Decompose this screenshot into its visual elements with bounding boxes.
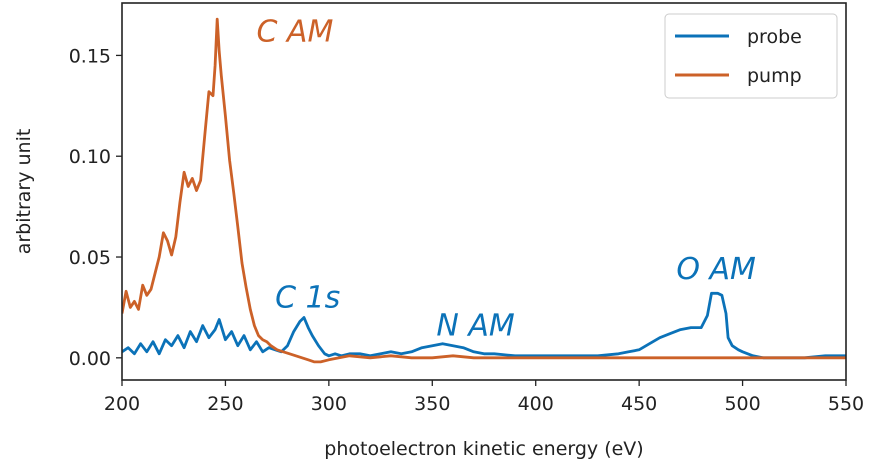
x-tick-label: 250 [207, 393, 243, 415]
annotation-label: O AM [676, 252, 756, 287]
x-tick-label: 200 [104, 393, 140, 415]
y-axis-ticks: 0.00 0.05 0.10 0.15 [69, 45, 122, 370]
y-tick-label: 0.15 [69, 45, 111, 67]
series-lines [122, 17, 846, 364]
legend: probe pump [664, 13, 838, 99]
annotation-label: N AM [436, 309, 515, 344]
x-tick-label: 500 [724, 393, 760, 415]
series-line-pump [122, 17, 846, 364]
x-tick-label: 550 [828, 393, 864, 415]
x-tick-label: 350 [414, 393, 450, 415]
x-axis-label: photoelectron kinetic energy (eV) [324, 438, 643, 460]
x-tick-label: 450 [621, 393, 657, 415]
y-tick-label: 0.00 [69, 348, 111, 370]
x-tick-label: 300 [311, 393, 347, 415]
y-tick-label: 0.05 [69, 247, 111, 269]
annotation-label: C 1s [275, 280, 340, 315]
annotation-label: C AM [256, 14, 333, 49]
y-tick-label: 0.10 [69, 146, 111, 168]
legend-label-pump: pump [747, 65, 802, 87]
x-axis-ticks: 200 250 300 350 400 450 500 550 [104, 380, 864, 415]
y-axis-label: arbitrary unit [13, 129, 35, 255]
plot-frame [121, 2, 847, 381]
x-tick-label: 400 [518, 393, 554, 415]
peak-annotations: C AM C 1s N AM O AM [256, 14, 756, 343]
series-line-probe [122, 291, 846, 360]
legend-label-probe: probe [747, 26, 802, 48]
